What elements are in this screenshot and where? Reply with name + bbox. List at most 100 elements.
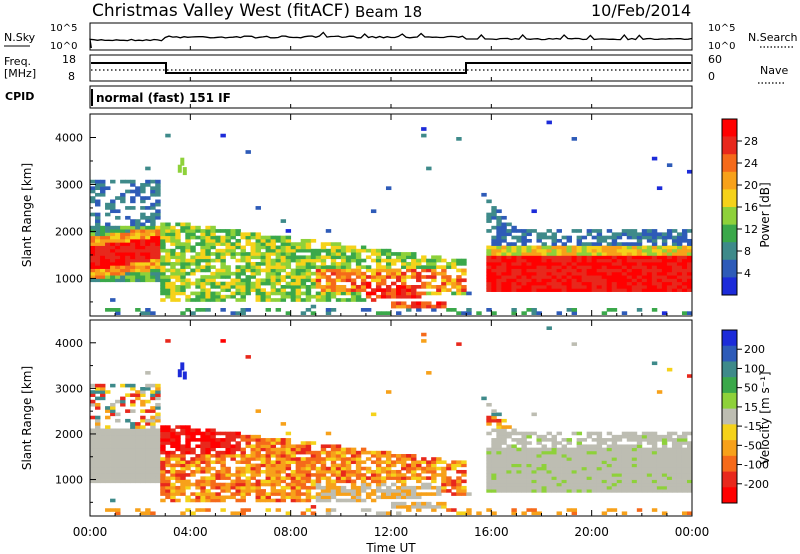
power-cell: [631, 255, 638, 260]
velocity-cell: [345, 457, 352, 461]
power-cell: [155, 215, 161, 220]
velocity-cell: [100, 438, 106, 442]
power-cell: [476, 311, 482, 315]
velocity-cell: [295, 447, 302, 452]
power-cell: [300, 311, 307, 315]
velocity-cell: [115, 418, 121, 423]
power-cell: [285, 258, 292, 263]
power-cell: [501, 285, 507, 289]
power-cell: [596, 265, 603, 269]
power-cell: [160, 261, 166, 266]
velocity-cell: [496, 463, 502, 468]
power-cell: [130, 258, 136, 263]
power-cell: [641, 285, 648, 289]
power-cell: [641, 252, 648, 256]
power-cell: [396, 294, 402, 299]
velocity-cell: [596, 441, 603, 445]
velocity-cell: [496, 476, 502, 480]
velocity-cell: [370, 476, 377, 480]
power-cell: [616, 271, 623, 276]
power-cell: [481, 192, 487, 197]
velocity-cell: [365, 508, 372, 512]
velocity-cell: [461, 469, 467, 474]
power-cell: [150, 206, 156, 210]
velocity-cell: [536, 489, 542, 493]
power-cell: [95, 215, 101, 220]
velocity-cell: [671, 444, 678, 449]
velocity-cell: [115, 438, 121, 442]
power-cell: [385, 258, 392, 263]
power-cell: [155, 238, 161, 243]
power-cell: [516, 271, 522, 276]
velocity-cell: [320, 485, 327, 490]
colorbar-tick-label: 50: [744, 382, 758, 395]
power-cell: [175, 252, 181, 256]
y-tick-label: 3000: [55, 382, 83, 395]
power-cell: [616, 268, 623, 273]
velocity-cell: [631, 444, 638, 449]
velocity-cell: [556, 476, 562, 480]
velocity-cell: [646, 463, 653, 468]
velocity-cell: [155, 402, 161, 407]
power-cell: [571, 265, 578, 269]
velocity-cell: [250, 444, 256, 449]
power-cell: [195, 278, 201, 283]
power-cell: [636, 285, 643, 289]
velocity-cell: [396, 511, 402, 516]
velocity-cell: [240, 447, 246, 452]
velocity-cell: [150, 434, 156, 439]
velocity-cell: [90, 463, 96, 468]
velocity-cell: [175, 431, 181, 436]
velocity-cell: [355, 498, 362, 503]
velocity-cell: [616, 485, 623, 490]
power-cell: [501, 265, 507, 269]
velocity-cell: [230, 479, 236, 484]
velocity-cell: [95, 387, 101, 391]
power-cell: [375, 311, 382, 315]
power-cell: [260, 294, 266, 299]
velocity-cell: [120, 431, 126, 436]
power-cell: [160, 278, 166, 283]
velocity-cell: [220, 469, 226, 474]
velocity-cell: [175, 441, 181, 445]
velocity-cell: [466, 492, 472, 496]
velocity-cell: [511, 428, 517, 433]
velocity-cell: [531, 412, 537, 417]
velocity-cell: [320, 489, 327, 493]
velocity-cell: [576, 469, 583, 474]
velocity-cell: [185, 463, 191, 468]
power-cell: [486, 308, 492, 312]
power-cell: [365, 268, 372, 273]
velocity-cell: [90, 476, 96, 480]
velocity-cell: [255, 498, 261, 503]
power-cell: [215, 291, 221, 296]
velocity-cell: [496, 425, 502, 429]
velocity-cell: [145, 418, 151, 423]
velocity-cell: [496, 441, 502, 445]
power-cell: [541, 271, 547, 276]
velocity-cell: [566, 463, 572, 468]
power-cell: [135, 232, 141, 237]
power-cell: [110, 199, 116, 204]
power-cell: [651, 245, 658, 250]
power-cell: [130, 229, 136, 233]
power-cell: [310, 285, 317, 289]
power-cell: [245, 288, 251, 292]
power-cell: [320, 294, 327, 299]
velocity-cell: [320, 450, 327, 455]
power-cell: [175, 298, 181, 302]
velocity-cell: [200, 450, 206, 455]
power-cell: [611, 275, 618, 279]
velocity-cell: [686, 450, 693, 455]
velocity-cell: [155, 418, 161, 423]
power-cell: [536, 311, 542, 315]
power-cell: [446, 288, 452, 292]
power-cell: [596, 252, 603, 256]
velocity-cell: [95, 466, 101, 471]
power-cell: [486, 275, 492, 279]
power-cell: [90, 186, 96, 191]
power-cell: [275, 258, 282, 263]
power-cell: [456, 285, 462, 289]
power-cell: [596, 235, 603, 240]
velocity-cell: [456, 492, 462, 496]
